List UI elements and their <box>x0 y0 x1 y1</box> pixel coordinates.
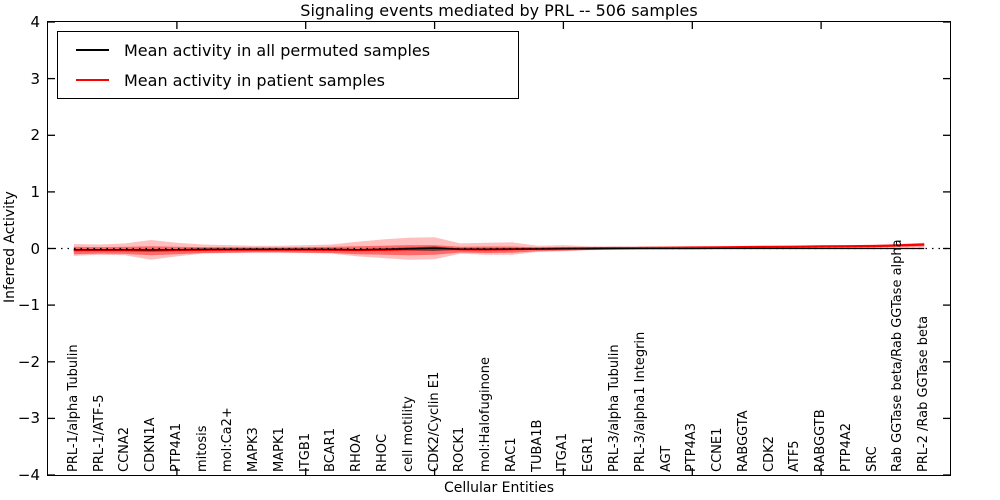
x-tick-label: ROCK1 <box>452 426 468 472</box>
y-tick-label: −2 <box>17 352 40 371</box>
x-tick-label: PRL-2 /Rab GGTase beta <box>916 315 932 472</box>
x-tick-label: PTP4A1 <box>168 422 184 472</box>
x-tick-label: ITGB1 <box>297 432 313 472</box>
y-tick-label: 0 <box>30 239 40 258</box>
x-tick-label: Rab GGTase beta/Rab GGTase alpha <box>890 239 906 472</box>
y-tick-label: −3 <box>17 409 40 428</box>
y-tick-label: −1 <box>17 296 40 315</box>
y-tick-label: 1 <box>30 182 40 201</box>
legend-item-patient: Mean activity in patient samples <box>58 65 518 95</box>
x-tick-label: CDK2 <box>761 436 777 472</box>
y-axis-label: Inferred Activity <box>2 191 18 303</box>
x-tick-label: PRL-3/alpha1 Integrin <box>632 331 648 472</box>
x-tick-label: MAPK1 <box>271 427 287 472</box>
x-tick-label: MAPK3 <box>246 427 262 472</box>
x-tick-label: PRL-1/alpha Tubulin <box>65 344 81 472</box>
x-tick-label: RHOC <box>375 433 391 472</box>
legend-label: Mean activity in all permuted samples <box>124 40 431 60</box>
x-tick-label: mol:Ca2+ <box>220 407 236 472</box>
x-tick-label: PTP4A2 <box>838 422 854 472</box>
black-line-swatch <box>76 49 109 51</box>
x-tick-label: mol:Halofuginone <box>478 356 494 472</box>
x-tick-label: PTP4A3 <box>684 422 700 472</box>
x-tick-label: CDKN1A <box>143 417 159 472</box>
x-tick-label: AGT <box>658 445 674 472</box>
legend-label: Mean activity in patient samples <box>124 70 385 90</box>
x-tick-label: ATF5 <box>787 440 803 472</box>
y-tick-label: 4 <box>30 13 40 31</box>
x-tick-label: RABGGTA <box>735 410 751 472</box>
x-tick-label: RAC1 <box>503 437 519 472</box>
x-tick-label: SRC <box>864 446 880 472</box>
legend-item-permuted: Mean activity in all permuted samples <box>58 35 518 65</box>
chart-title: Signaling events mediated by PRL -- 506 … <box>300 1 698 20</box>
x-tick-label: RHOA <box>349 434 365 472</box>
x-tick-label: RABGGTB <box>813 409 829 472</box>
red-line-swatch <box>76 79 109 81</box>
legend: Mean activity in all permuted samples Me… <box>57 31 519 99</box>
x-tick-label: PRL-3/alpha Tubulin <box>606 344 622 472</box>
x-tick-label: BCAR1 <box>323 428 339 472</box>
x-tick-label: cell motility <box>400 396 416 472</box>
plot-area <box>47 21 951 476</box>
y-tick-label: −4 <box>17 466 40 484</box>
y-tick-label: 2 <box>30 126 40 145</box>
x-tick-label: TUBA1B <box>529 419 545 472</box>
x-tick-label: PRL-1/ATF-5 <box>91 394 107 473</box>
x-tick-label: EGR1 <box>581 436 597 472</box>
violin-plot <box>48 22 950 475</box>
x-tick-label: CDK2/Cyclin E1 <box>426 371 442 472</box>
x-tick-label: CCNA2 <box>117 426 133 472</box>
x-axis-label: Cellular Entities <box>443 480 555 496</box>
y-tick-label: 3 <box>30 69 40 88</box>
x-tick-label: CCNE1 <box>710 427 726 472</box>
x-tick-label: mitosis <box>194 425 210 472</box>
x-tick-label: ITGA1 <box>555 432 571 472</box>
